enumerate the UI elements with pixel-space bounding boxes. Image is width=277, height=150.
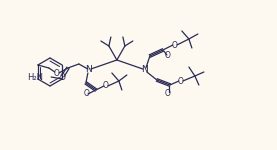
Text: H₂N: H₂N [27,72,43,81]
Text: N: N [142,66,148,75]
Text: O: O [165,88,171,98]
Text: O: O [103,81,109,90]
Text: N: N [86,66,92,75]
Text: O: O [54,69,60,78]
Text: O: O [84,90,90,99]
Text: O: O [172,40,178,50]
Text: O: O [165,51,171,60]
Text: O: O [60,72,66,81]
Text: O: O [178,76,184,85]
